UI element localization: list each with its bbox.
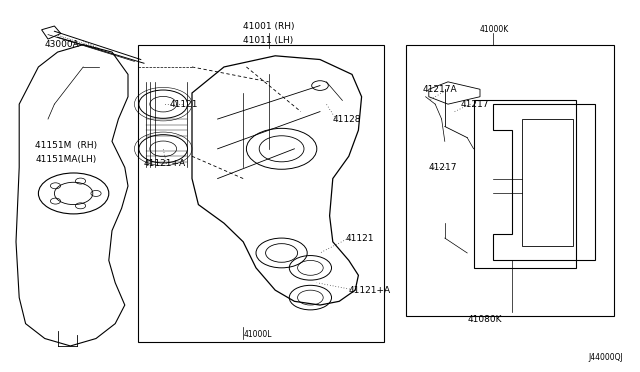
Text: 41121: 41121	[170, 100, 198, 109]
Text: 41217: 41217	[429, 163, 458, 172]
Text: 41151M  (RH): 41151M (RH)	[35, 141, 97, 150]
Text: 43000A: 43000A	[45, 40, 79, 49]
Text: 41121: 41121	[346, 234, 374, 243]
Text: 41001 (RH): 41001 (RH)	[243, 22, 294, 31]
Text: J44000QJ: J44000QJ	[589, 353, 623, 362]
Text: 41011 (LH): 41011 (LH)	[243, 36, 294, 45]
Text: 41121+A: 41121+A	[349, 286, 391, 295]
Text: 41000L: 41000L	[243, 330, 272, 339]
Text: 41217: 41217	[461, 100, 490, 109]
Text: 41121+A: 41121+A	[144, 159, 186, 168]
Text: 41128: 41128	[333, 115, 362, 124]
Text: 41000K: 41000K	[480, 25, 509, 34]
Text: 41151MA(LH): 41151MA(LH)	[35, 155, 97, 164]
Text: 41217A: 41217A	[422, 85, 457, 94]
Text: 41080K: 41080K	[467, 315, 502, 324]
